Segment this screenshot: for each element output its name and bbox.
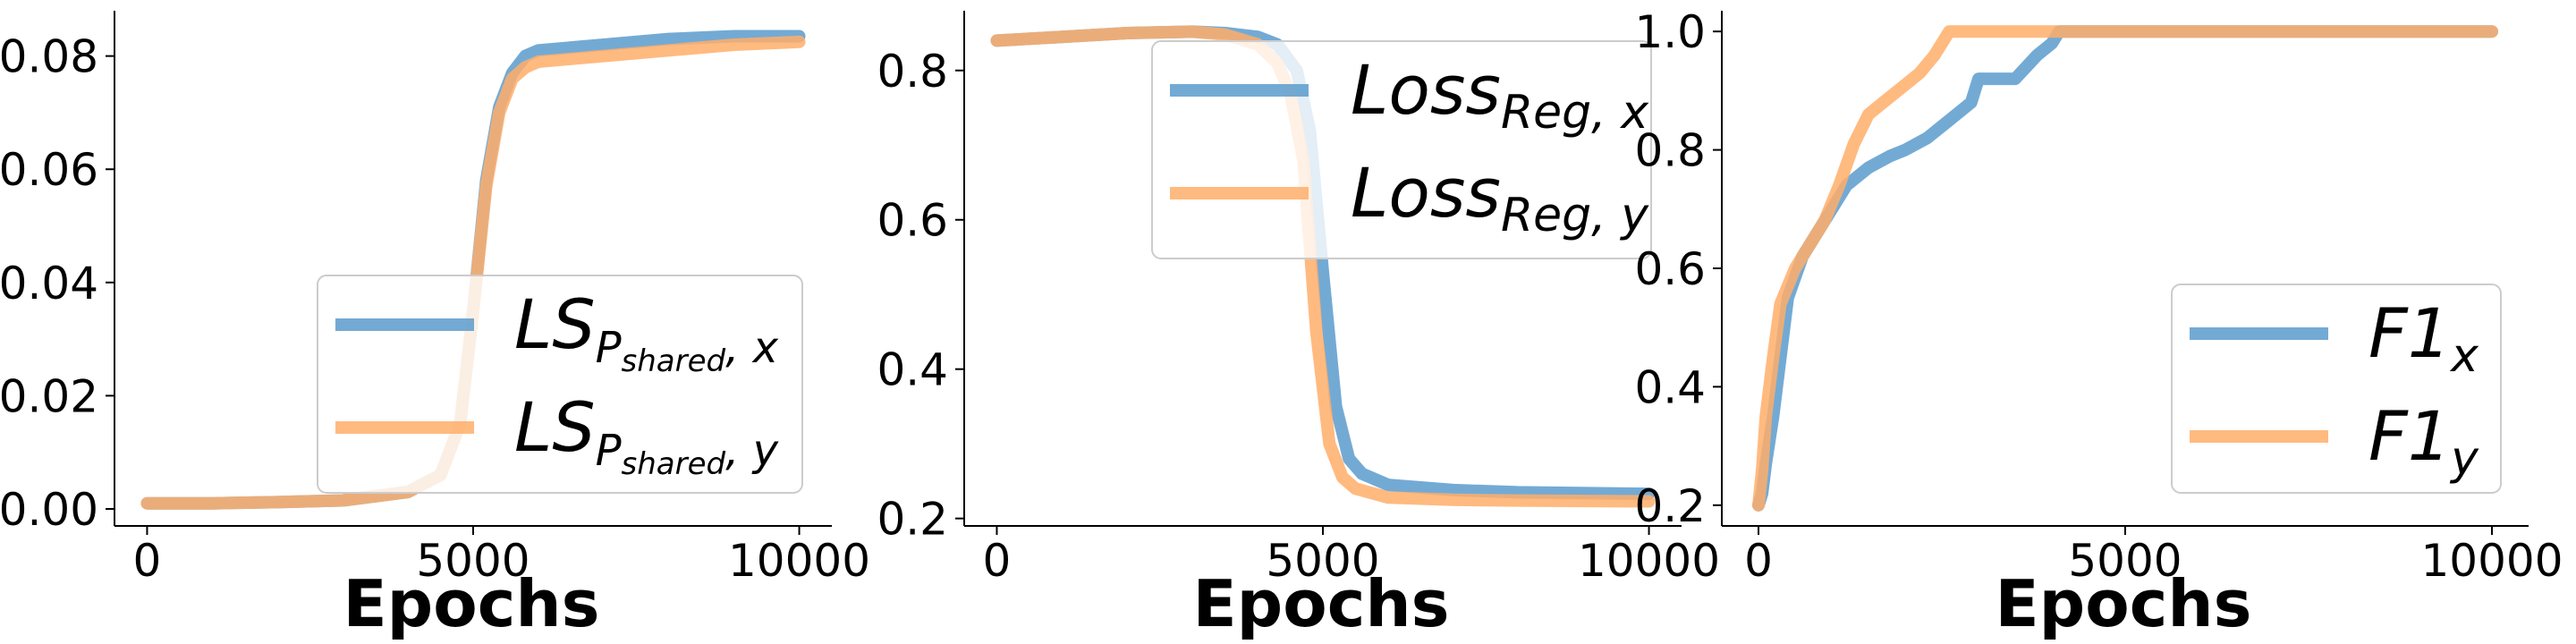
- x-tick-label: 10000: [2420, 535, 2563, 587]
- series-line-x: [1752, 25, 2498, 512]
- legend-label-y: LossReg, y: [1351, 153, 1649, 242]
- y-tick-label: 0.2: [1634, 480, 1706, 532]
- y-tick-label: 0.8: [1634, 125, 1706, 177]
- x-tick-label: 0: [1744, 535, 1773, 587]
- y-tick-label: 0.06: [0, 144, 98, 196]
- x-axis-label: Epochs: [1996, 566, 2252, 641]
- legend-label-x: LossReg, x: [1351, 50, 1649, 140]
- y-tick-label: 0.6: [1634, 243, 1706, 295]
- x-tick-label: 5000: [1266, 535, 1379, 587]
- x-tick-label: 5000: [2068, 535, 2182, 587]
- legend-label-y: LSPshared, y: [514, 387, 779, 482]
- y-tick-label: 0.2: [877, 494, 948, 546]
- series-line-y: [140, 35, 806, 510]
- y-tick-label: 0.4: [877, 344, 948, 396]
- legend-label-x: LSPshared, x: [514, 284, 779, 379]
- y-tick-label: 0.8: [877, 46, 948, 97]
- x-tick-label: 10000: [728, 535, 870, 587]
- x-axis-label: Epochs: [343, 566, 600, 641]
- x-tick-label: 0: [983, 535, 1012, 587]
- series-line-y: [1752, 25, 2498, 512]
- y-tick-label: 0.4: [1634, 361, 1706, 413]
- x-tick-label: 10000: [1578, 535, 1720, 587]
- y-tick-label: 0.00: [0, 484, 98, 536]
- x-tick-label: 5000: [416, 535, 530, 587]
- legend: LossReg, x LossReg, y: [1151, 40, 1652, 259]
- legend-label-x: F1x: [2368, 293, 2479, 383]
- y-tick-label: 0.08: [0, 31, 98, 83]
- y-tick-label: 0.04: [0, 258, 98, 309]
- x-tick-label: 0: [133, 535, 162, 587]
- y-tick-label: 1.0: [1634, 6, 1706, 58]
- chart-panel-1: 0 5000 10000 0.00 0.02 0.04 0.06 0.08 Epochs LSPs…: [0, 11, 870, 641]
- y-tick-label: 0.6: [877, 195, 948, 247]
- y-tick-label: 0.02: [0, 370, 98, 422]
- x-axis-label: Epochs: [1193, 566, 1450, 641]
- legend-label-y: F1y: [2368, 396, 2479, 486]
